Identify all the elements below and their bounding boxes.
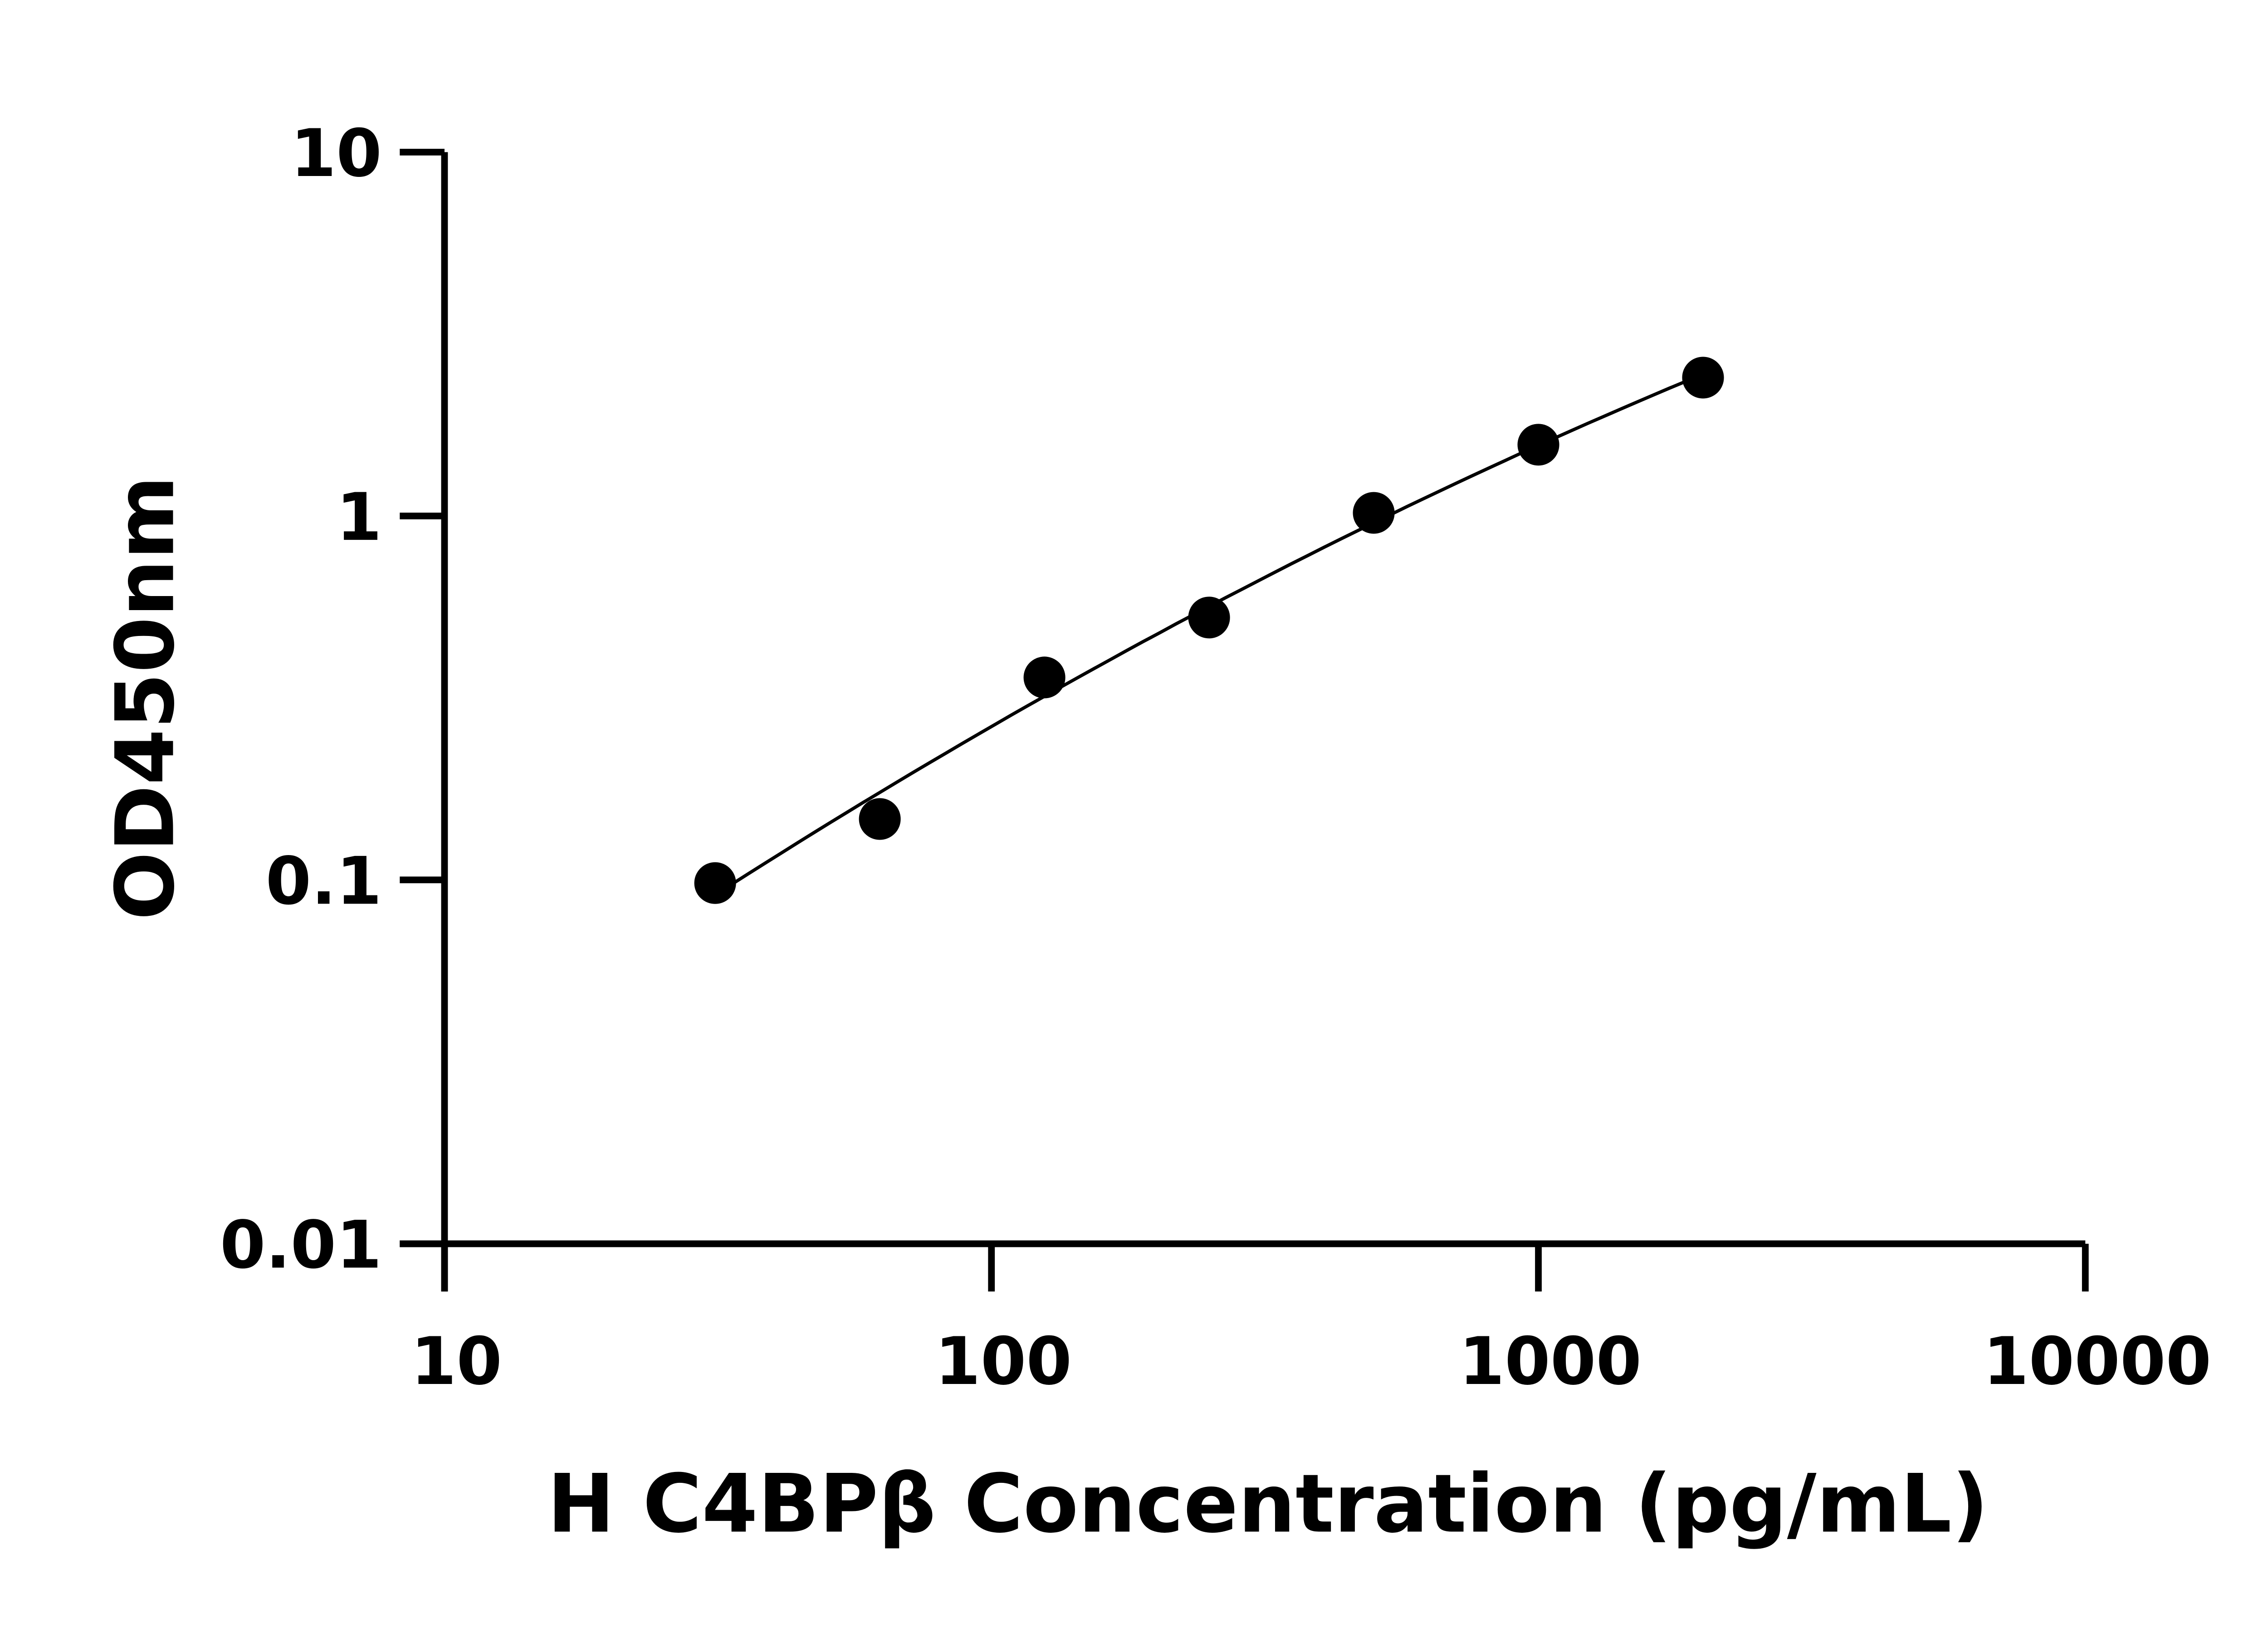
x-tick-label: 1000: [1459, 1324, 1642, 1400]
data-point: [1353, 492, 1395, 534]
y-axis-label: OD450nm: [98, 476, 192, 920]
y-tick-label: 0.1: [266, 843, 382, 919]
data-point: [1682, 357, 1724, 399]
data-point: [694, 862, 736, 904]
y-axis-ticks: 0.01 0.1 1 10: [220, 116, 445, 1284]
x-tick-label: 10000: [1983, 1324, 2211, 1400]
data-point: [1188, 596, 1230, 639]
y-tick-label: 10: [291, 116, 382, 192]
data-points: [694, 357, 1724, 904]
x-axis-label: H C4BPβ Concentration (pg/mL): [547, 1457, 1989, 1550]
x-axis-ticks: 10 100 1000 10000: [411, 1243, 2211, 1400]
data-point: [1023, 656, 1066, 699]
data-point: [859, 798, 901, 840]
y-tick-label: 0.01: [220, 1208, 382, 1284]
x-tick-label: 100: [935, 1324, 1072, 1400]
y-tick-label: 1: [336, 479, 382, 556]
axes: [400, 152, 2086, 1292]
x-tick-label: 10: [411, 1324, 502, 1400]
data-point: [1517, 424, 1559, 466]
